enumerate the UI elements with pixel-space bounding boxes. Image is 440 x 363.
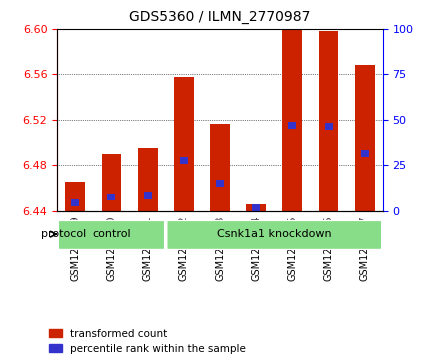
Text: Csnk1a1 knockdown: Csnk1a1 knockdown	[217, 229, 332, 239]
Bar	[246, 204, 266, 211]
Bar	[361, 150, 369, 157]
FancyBboxPatch shape	[58, 220, 165, 249]
Bar	[210, 124, 230, 211]
Bar	[282, 29, 302, 211]
Legend: transformed count, percentile rank within the sample: transformed count, percentile rank withi…	[49, 329, 246, 354]
Bar	[288, 122, 296, 129]
Bar	[319, 31, 338, 211]
Bar	[180, 157, 188, 164]
Text: protocol: protocol	[41, 229, 86, 239]
Bar	[325, 123, 333, 130]
Bar	[174, 77, 194, 211]
FancyBboxPatch shape	[167, 220, 382, 249]
Text: control: control	[92, 229, 131, 239]
Bar	[355, 65, 375, 211]
Bar	[71, 199, 79, 206]
Bar	[107, 193, 115, 200]
Bar	[252, 204, 260, 211]
Bar	[216, 180, 224, 187]
Bar	[102, 154, 121, 211]
Title: GDS5360 / ILMN_2770987: GDS5360 / ILMN_2770987	[129, 10, 311, 24]
Bar	[144, 192, 152, 199]
Bar	[138, 148, 158, 211]
Bar	[66, 182, 85, 211]
